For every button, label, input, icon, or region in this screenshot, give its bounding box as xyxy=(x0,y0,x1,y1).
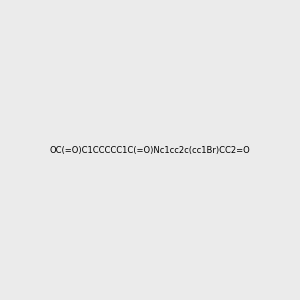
Text: OC(=O)C1CCCCC1C(=O)Nc1cc2c(cc1Br)CC2=O: OC(=O)C1CCCCC1C(=O)Nc1cc2c(cc1Br)CC2=O xyxy=(50,146,250,154)
